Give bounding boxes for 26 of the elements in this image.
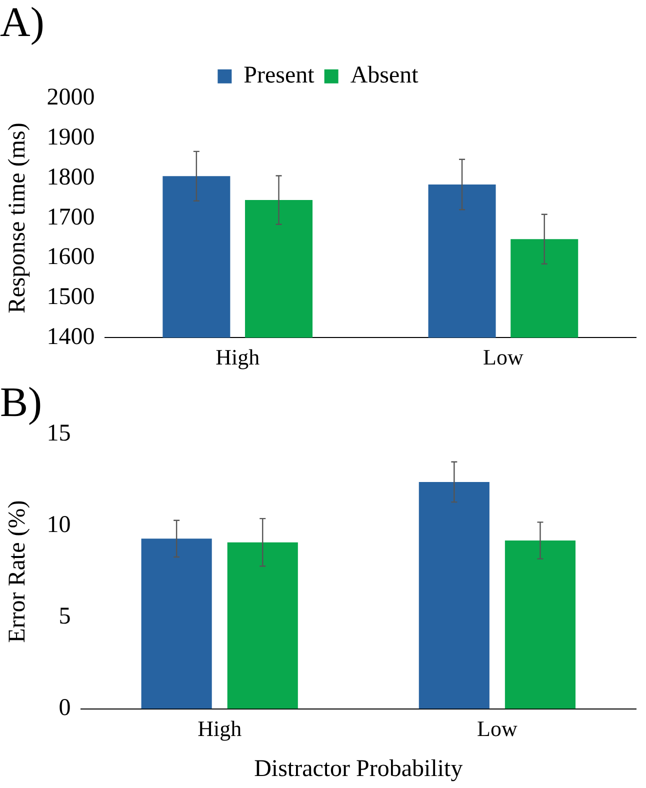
chart-title: B): [0, 380, 42, 426]
y-tick-label: 2000: [46, 84, 95, 111]
y-tick-label: 1600: [46, 244, 95, 270]
legend-label: Present: [244, 62, 315, 89]
y-tick-label: 1800: [46, 164, 95, 190]
y-axis-title: Response time (ms): [4, 122, 31, 314]
y-tick-label: 10: [46, 512, 71, 538]
y-tick-label: 5: [58, 604, 71, 630]
y-tick-label: 15: [46, 420, 71, 447]
x-tick-label: Low: [483, 344, 524, 370]
x-tick-label: Low: [477, 716, 518, 741]
bar: [227, 542, 298, 709]
legend-label: Absent: [350, 62, 419, 89]
x-axis-title: Distractor Probability: [254, 756, 463, 782]
chart-title: A): [0, 0, 44, 46]
x-tick-label: High: [216, 344, 260, 370]
bar: [141, 538, 212, 709]
bar: [418, 482, 490, 709]
x-tick-label: High: [198, 716, 242, 741]
y-tick-label: 1700: [46, 204, 95, 230]
y-tick-label: 1400: [46, 324, 95, 350]
y-tick-label: 1500: [46, 284, 95, 310]
bar: [504, 540, 576, 709]
y-tick-label: 0: [58, 695, 71, 722]
y-axis-title: Error Rate (%): [4, 500, 31, 643]
y-tick-label: 1900: [46, 124, 95, 151]
